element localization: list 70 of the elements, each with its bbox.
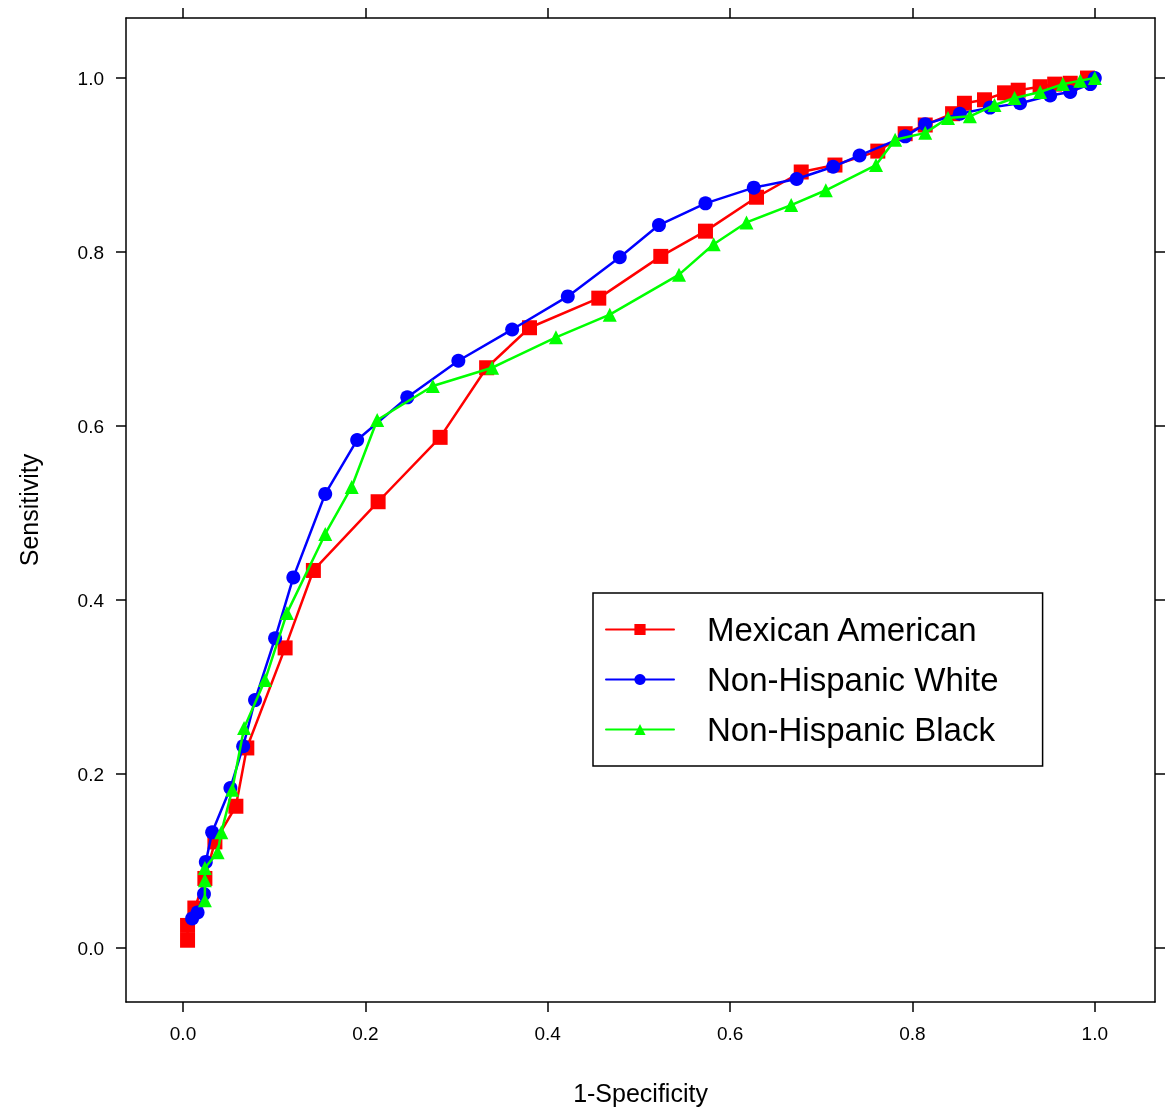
point — [197, 893, 212, 908]
point — [190, 905, 205, 920]
point — [258, 673, 273, 688]
point — [706, 237, 721, 252]
x-axis-title: 1-Specificity — [573, 1078, 709, 1107]
legend-label: Non-Hispanic Black — [707, 711, 996, 748]
point — [432, 429, 448, 445]
point — [180, 932, 196, 948]
point — [888, 132, 903, 147]
y-axis-title: Sensitivity — [14, 453, 43, 567]
point — [818, 183, 833, 198]
point — [1073, 73, 1088, 88]
point — [997, 85, 1013, 101]
point — [697, 223, 713, 239]
point — [591, 290, 607, 306]
point — [228, 798, 244, 814]
point — [521, 320, 537, 336]
legend-label: Non-Hispanic White — [707, 661, 999, 698]
point — [237, 720, 252, 735]
x-tick-label: 1.0 — [1081, 1023, 1109, 1044]
point — [612, 250, 627, 265]
point — [214, 825, 229, 840]
point — [318, 526, 333, 541]
point — [746, 180, 761, 195]
y-tick-label: 1.0 — [77, 67, 104, 89]
y-tick-label: 0.4 — [77, 589, 105, 611]
point — [653, 248, 669, 264]
point — [962, 109, 977, 124]
point — [698, 196, 713, 211]
point — [852, 148, 867, 163]
point — [286, 570, 301, 585]
point — [1033, 84, 1048, 99]
point — [451, 353, 466, 368]
x-tick-label: 0.6 — [716, 1023, 744, 1044]
point — [370, 412, 385, 427]
point — [350, 432, 365, 447]
point — [651, 218, 666, 233]
point — [548, 330, 563, 345]
point — [505, 322, 520, 337]
point — [370, 494, 386, 510]
point — [784, 198, 799, 213]
point — [987, 98, 1002, 112]
point — [1055, 77, 1070, 92]
point — [425, 379, 440, 394]
y-tick-label: 0.8 — [77, 241, 104, 263]
y-tick-label: 0.6 — [77, 415, 104, 437]
point — [344, 479, 359, 494]
legend-label: Mexican American — [707, 611, 977, 648]
point — [941, 111, 956, 126]
point — [739, 215, 754, 230]
point — [602, 307, 617, 322]
point — [318, 486, 333, 501]
x-tick-label: 0.0 — [169, 1023, 197, 1044]
point — [485, 360, 500, 375]
point — [918, 125, 933, 140]
point — [210, 845, 225, 860]
point — [868, 158, 883, 173]
x-tick-label: 0.4 — [534, 1023, 562, 1044]
point — [560, 289, 575, 304]
point — [1007, 91, 1022, 106]
x-tick-label: 0.2 — [352, 1023, 379, 1044]
point — [672, 267, 687, 282]
y-tick-label: 0.0 — [77, 937, 104, 959]
point — [789, 171, 804, 186]
y-tick-label: 0.2 — [77, 763, 104, 785]
point — [279, 606, 294, 621]
x-tick-label: 0.8 — [899, 1023, 926, 1044]
point — [277, 640, 293, 656]
point — [205, 825, 220, 840]
point — [197, 861, 212, 876]
